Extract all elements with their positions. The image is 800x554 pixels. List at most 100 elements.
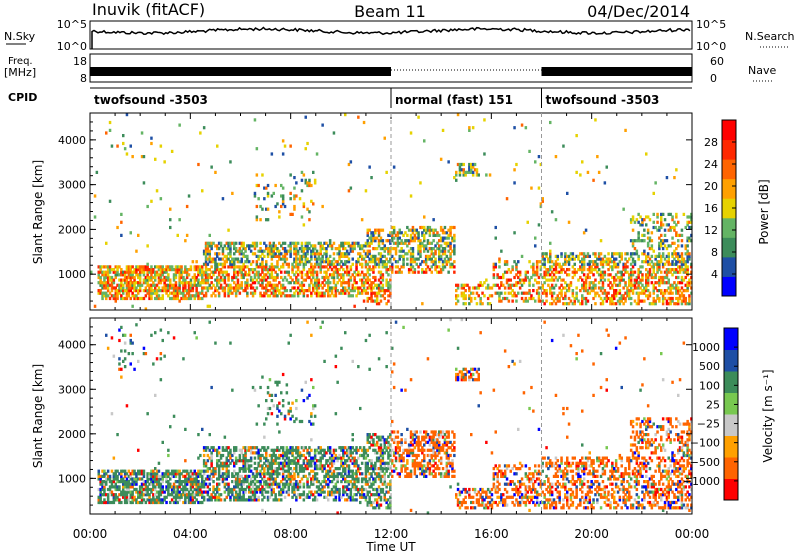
range-gate-cell: [293, 241, 296, 245]
range-gate-cell: [389, 247, 392, 251]
range-gate-cell: [272, 482, 275, 486]
range-gate-cell: [513, 283, 516, 287]
range-gate-cell: [645, 275, 648, 280]
range-gate-cell: [629, 302, 633, 306]
range-gate-cell: [650, 260, 654, 264]
range-gate-cell: [641, 299, 644, 303]
range-gate-cell: [99, 265, 102, 269]
range-gate-cell: [154, 393, 157, 397]
range-gate-cell: [214, 257, 217, 261]
range-gate-cell: [488, 302, 492, 306]
range-gate-cell: [524, 270, 528, 274]
range-gate-cell: [313, 456, 317, 460]
range-gate-cell: [675, 168, 678, 172]
range-gate-cell: [201, 485, 204, 489]
range-gate-cell: [424, 268, 428, 272]
range-gate-cell: [242, 467, 245, 471]
range-gate-cell: [517, 281, 520, 285]
range-gate-cell: [383, 244, 386, 248]
range-gate-cell: [545, 278, 548, 282]
range-gate-cell: [392, 247, 396, 251]
range-gate-cell: [449, 241, 452, 245]
range-gate-cell: [172, 296, 176, 301]
range-gate-cell: [155, 500, 159, 505]
range-gate-cell: [592, 262, 595, 266]
range-gate-cell: [295, 260, 298, 264]
range-gate-cell: [345, 270, 349, 274]
range-gate-cell: [302, 289, 306, 293]
range-gate-cell: [323, 247, 326, 251]
range-gate-cell: [573, 273, 576, 277]
range-gate-cell: [387, 233, 390, 237]
range-gate-cell: [684, 252, 687, 256]
range-gate-cell: [639, 291, 642, 295]
range-gate-cell: [174, 498, 178, 502]
range-gate-cell: [195, 477, 198, 481]
y-tick-label: 1000: [58, 268, 86, 281]
range-gate-cell: [152, 275, 155, 280]
range-gate-cell: [513, 275, 516, 280]
range-gate-cell: [272, 286, 275, 290]
range-gate-cell: [240, 257, 243, 261]
range-gate-cell: [295, 252, 298, 256]
range-gate-cell: [605, 299, 608, 303]
range-gate-cell: [364, 278, 368, 282]
range-gate-cell: [184, 278, 187, 282]
range-gate-cell: [148, 498, 151, 502]
range-gate-cell: [599, 278, 603, 282]
range-gate-cell: [313, 181, 317, 185]
range-gate-cell: [120, 490, 123, 494]
range-gate-cell: [417, 270, 420, 274]
range-gate-cell: [106, 270, 110, 274]
range-gate-cell: [624, 291, 627, 295]
range-gate-cell: [240, 268, 243, 272]
range-gate-cell: [566, 268, 569, 272]
range-gate-cell: [184, 296, 187, 301]
range-gate-cell: [413, 228, 417, 232]
range-gate-cell: [105, 493, 108, 497]
range-gate-cell: [189, 487, 193, 492]
range-gate-cell: [310, 490, 313, 494]
range-gate-cell: [249, 482, 253, 486]
range-gate-cell: [105, 131, 108, 135]
range-gate-cell: [560, 278, 563, 282]
range-gate-cell: [283, 260, 287, 264]
range-gate-cell: [306, 451, 309, 455]
range-gate-cell: [217, 294, 221, 298]
range-gate-cell: [146, 204, 149, 209]
range-gate-cell: [522, 281, 526, 285]
range-gate-cell: [492, 268, 496, 272]
range-gate-cell: [319, 448, 322, 452]
range-gate-cell: [319, 283, 322, 287]
range-gate-cell: [280, 498, 283, 502]
range-gate-cell: [278, 257, 281, 261]
range-gate-cell: [652, 262, 655, 266]
range-gate-cell: [357, 257, 360, 261]
range-gate-cell: [268, 406, 272, 411]
range-gate-cell: [620, 278, 623, 282]
range-gate-cell: [336, 281, 339, 285]
range-gate-cell: [240, 265, 243, 269]
range-gate-cell: [101, 482, 104, 486]
range-gate-cell: [509, 291, 512, 295]
range-gate-cell: [217, 487, 221, 492]
range-gate-cell: [240, 273, 243, 277]
range-gate-cell: [325, 265, 328, 269]
range-gate-cell: [360, 270, 364, 274]
range-gate-cell: [466, 170, 469, 174]
range-gate-cell: [586, 291, 590, 295]
range-gate-cell: [470, 296, 473, 301]
range-gate-cell: [353, 247, 356, 251]
range-gate-cell: [298, 453, 302, 458]
range-gate-cell: [278, 210, 281, 214]
range-gate-cell: [154, 289, 157, 293]
range-gate-cell: [344, 281, 347, 285]
range-gate-cell: [167, 268, 170, 272]
range-gate-cell: [169, 493, 172, 497]
range-gate-cell: [170, 485, 174, 489]
range-gate-cell: [219, 275, 223, 280]
range-gate-cell: [233, 464, 236, 468]
range-gate-cell: [99, 487, 102, 492]
range-gate-cell: [300, 477, 304, 481]
range-gate-cell: [345, 249, 349, 253]
